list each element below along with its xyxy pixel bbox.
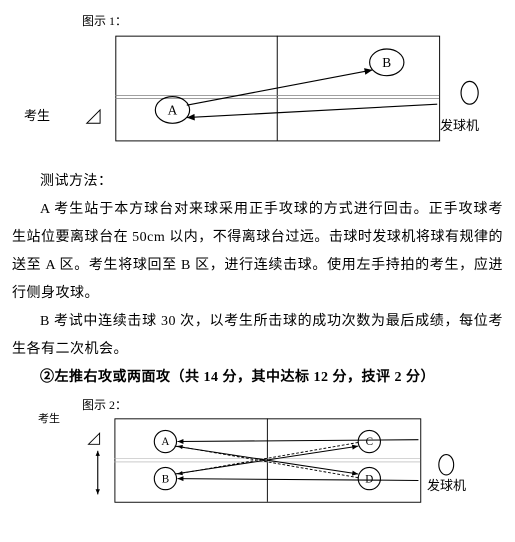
svg-text:A: A	[168, 103, 178, 118]
svg-text:A: A	[161, 436, 169, 448]
figure1-svg: AB	[82, 33, 482, 145]
svg-text:B: B	[162, 473, 169, 485]
svg-text:B: B	[382, 55, 391, 70]
paragraph-2: B 考试中连续击球 30 次，以考生所击球的成功次数为最后成绩，每位考生各有二次…	[12, 308, 503, 364]
figure2-diagram: 考生 发球机 ACBD	[82, 415, 503, 512]
student-label-2: 考生	[38, 413, 60, 425]
student-label-2-text: 考生	[38, 413, 60, 425]
text-block: 测试方法： A 考生站于本方球台对来球采用正手攻球的方式进行回击。正手攻球考生站…	[12, 168, 503, 392]
figure2-svg: A C B D	[82, 415, 462, 507]
figure2-label: 图示 2：	[82, 396, 503, 413]
svg-text:D: D	[365, 473, 373, 485]
figure1-label: 图示 1：	[82, 12, 503, 29]
paragraph-3: ②左推右攻或两面攻（共 14 分，其中达标 12 分，技评 2 分）	[12, 364, 503, 392]
paragraph-1: A 考生站于本方球台对来球采用正手攻球的方式进行回击。正手攻球考生站位要离球台在…	[12, 196, 503, 308]
heading: 测试方法：	[12, 168, 503, 196]
figure1-diagram: 考生 发球机 AB	[82, 33, 503, 150]
student-label-1: 考生	[24, 105, 50, 124]
svg-text:C: C	[366, 436, 373, 448]
